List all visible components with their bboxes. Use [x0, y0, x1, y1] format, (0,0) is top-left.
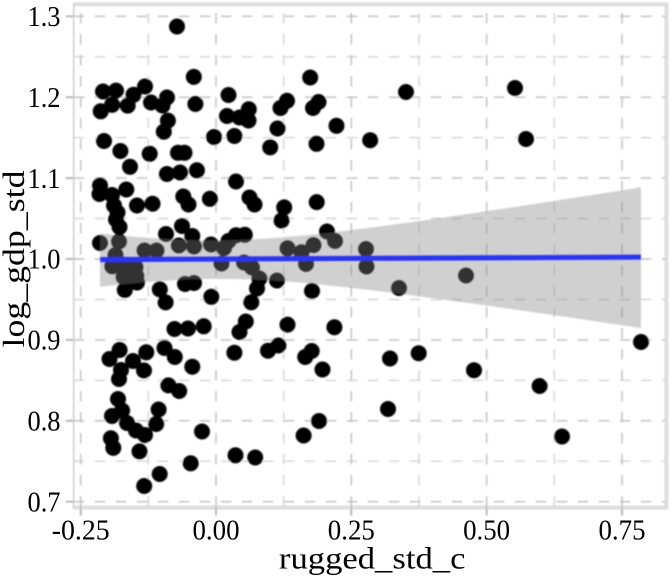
svg-text:0.9: 0.9: [28, 326, 61, 357]
svg-text:0.7: 0.7: [28, 487, 61, 518]
svg-text:rugged_std_c: rugged_std_c: [279, 542, 466, 576]
svg-text:-0.25: -0.25: [52, 516, 110, 547]
svg-text:1.3: 1.3: [28, 2, 61, 33]
svg-text:0.25: 0.25: [328, 516, 375, 547]
svg-text:log_gdp_std: log_gdp_std: [0, 171, 31, 348]
svg-text:0.00: 0.00: [193, 516, 240, 547]
svg-text:1.2: 1.2: [28, 83, 61, 114]
svg-text:0.50: 0.50: [463, 516, 510, 547]
svg-text:0.8: 0.8: [28, 407, 61, 438]
svg-text:1.1: 1.1: [28, 164, 61, 195]
svg-text:0.75: 0.75: [599, 516, 646, 547]
svg-text:1.0: 1.0: [28, 245, 61, 276]
